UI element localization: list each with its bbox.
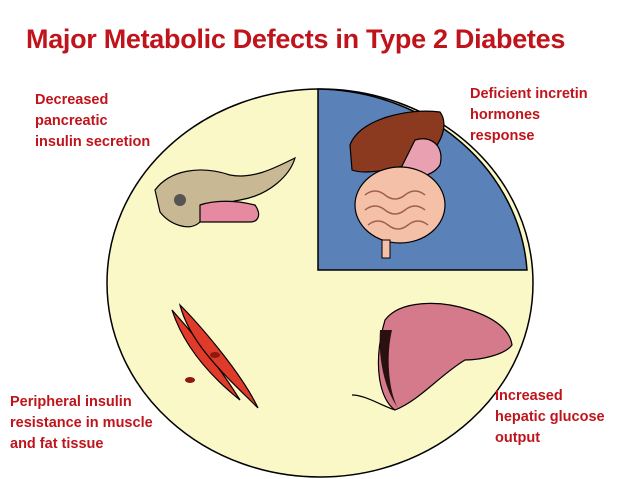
label-line: pancreatic bbox=[35, 113, 108, 129]
label-line: and fat tissue bbox=[10, 436, 104, 452]
label-line: Deficient incretin bbox=[470, 86, 588, 102]
label-line: hepatic glucose bbox=[495, 409, 605, 425]
digestive-icon bbox=[349, 110, 446, 259]
label-line: resistance in muscle bbox=[10, 415, 153, 431]
title: Major Metabolic Defects in Type 2 Diabet… bbox=[26, 24, 566, 54]
label: Increased hepatic glucose output bbox=[495, 386, 605, 449]
label-line: response bbox=[470, 128, 535, 144]
label-line: Decreased bbox=[35, 92, 109, 108]
label: Deficient incretin hormones response bbox=[470, 84, 588, 147]
label: Decreased pancreatic insulin secretion bbox=[35, 90, 150, 153]
label-line: insulin secretion bbox=[35, 134, 151, 150]
label: Peripheral insulin resistance in muscle an… bbox=[10, 392, 153, 455]
label-line: output bbox=[495, 430, 541, 446]
liver-icon bbox=[351, 302, 513, 411]
label-line: hormones bbox=[470, 107, 541, 123]
pancreas-icon bbox=[154, 156, 296, 228]
label-line: Increased bbox=[495, 388, 563, 404]
muscle-icon bbox=[171, 303, 259, 409]
label-line: Peripheral insulin bbox=[10, 394, 132, 410]
